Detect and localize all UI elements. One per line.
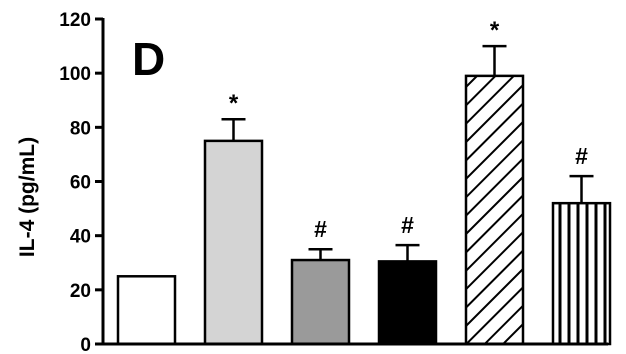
y-tick-label-6: 120 bbox=[59, 10, 91, 31]
bar-5 bbox=[464, 74, 525, 346]
y-tick-label-0: 0 bbox=[80, 335, 91, 354]
y-tick-label-4: 80 bbox=[70, 118, 91, 139]
bar-series: * # # * # bbox=[116, 17, 612, 346]
bar-4 bbox=[377, 260, 438, 346]
y-tick-label-5: 100 bbox=[59, 64, 91, 85]
y-axis-ticks: 0 20 40 60 80 100 120 bbox=[59, 10, 103, 354]
bar-1 bbox=[116, 275, 177, 346]
y-tick-label-3: 60 bbox=[70, 173, 91, 194]
bar-6 bbox=[551, 201, 612, 346]
significance-mark-6: # bbox=[575, 143, 588, 169]
significance-mark-3: # bbox=[314, 216, 327, 242]
bar-3 bbox=[290, 258, 351, 346]
y-tick-label-2: 40 bbox=[70, 227, 91, 248]
y-tick-label-1: 20 bbox=[70, 281, 91, 302]
significance-mark-2: * bbox=[229, 90, 239, 117]
y-axis-label: IL-4 (pg/mL) bbox=[16, 137, 39, 257]
panel-letter: D bbox=[132, 33, 165, 85]
significance-mark-4: # bbox=[401, 212, 414, 238]
bar-2 bbox=[203, 139, 264, 346]
significance-mark-5: * bbox=[490, 17, 500, 44]
